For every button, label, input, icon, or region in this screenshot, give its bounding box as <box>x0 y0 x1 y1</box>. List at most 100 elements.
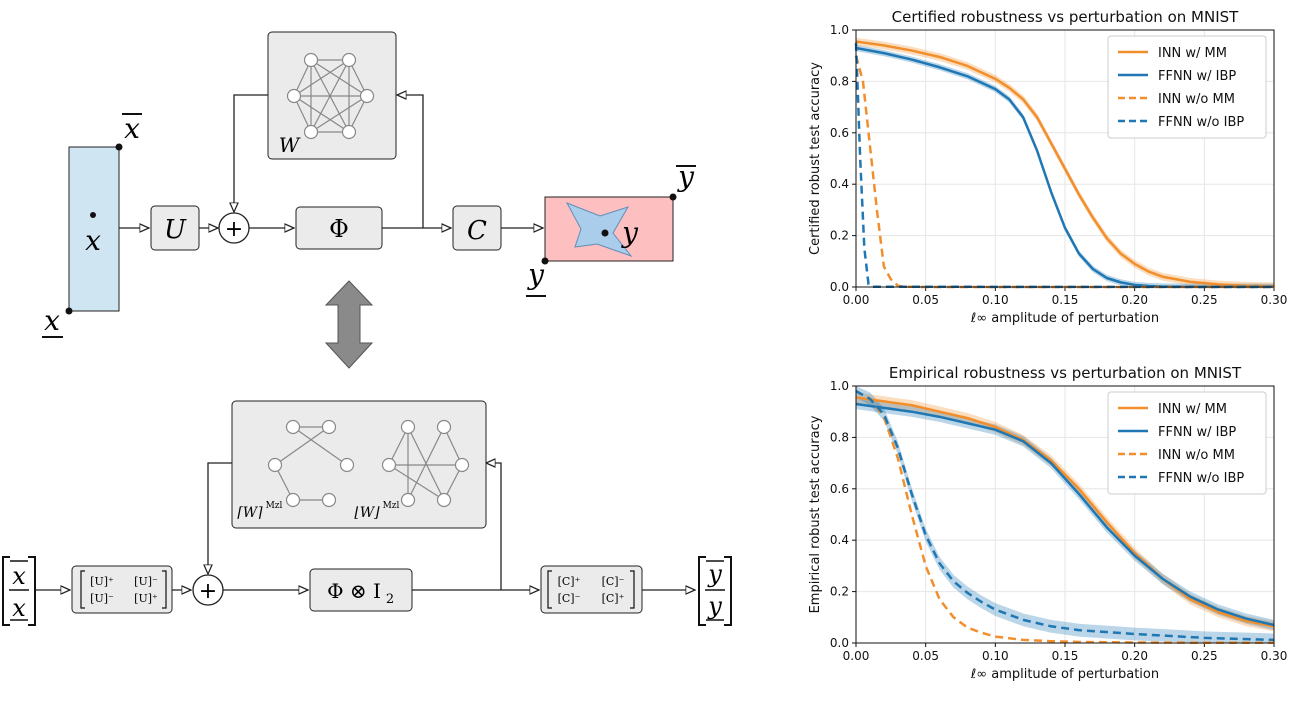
phi-kron-label: Φ ⊗ I <box>327 579 381 603</box>
feedback-W-to-sum <box>234 94 268 212</box>
feedback-to-W <box>397 95 424 228</box>
x-tick-label: 0.20 <box>1121 649 1148 663</box>
feedback-to-Wbounds <box>486 463 502 590</box>
certified-robustness-chart: Certified robustness vs perturbation on … <box>808 8 1288 326</box>
y-tick-label: 0.2 <box>830 585 849 599</box>
legend-label: INN w/ MM <box>1158 46 1227 61</box>
U-label: U <box>164 215 187 245</box>
legend-label: INN w/o MM <box>1158 448 1235 463</box>
block-diagram: x x x U + Φ C W y y y <box>2 31 732 626</box>
x-tick-label: 0.10 <box>982 293 1009 307</box>
y-tick-label: 1.0 <box>830 23 849 37</box>
sum-plus-top: + <box>225 217 243 242</box>
x-axis-label: ℓ∞ amplitude of perturbation <box>970 667 1159 682</box>
legend-box <box>1107 35 1267 139</box>
y-upper-label: y <box>676 160 695 193</box>
x-tick-label: 0.30 <box>1261 649 1288 663</box>
y-tick-label: 0.4 <box>830 177 849 191</box>
x-center-point <box>90 212 96 218</box>
legend-label: INN w/ MM <box>1158 402 1227 417</box>
W-floor-label: ⌊W⌋ <box>354 505 380 521</box>
y-tick-label: 0.6 <box>830 126 849 140</box>
C-m11: [C]⁺ <box>558 575 581 588</box>
C-matrix-brackets <box>547 570 635 609</box>
C-m21: [C]⁻ <box>558 592 581 605</box>
C-m12: [C]⁻ <box>602 575 625 588</box>
chart-title: Certified robustness vs perturbation on … <box>892 8 1239 26</box>
y-axis-label: Certified robust test accuracy <box>808 62 823 255</box>
x-upper-label: x <box>124 112 140 145</box>
x-tick-label: 0.30 <box>1261 293 1288 307</box>
y-tick-label: 0.0 <box>830 280 849 294</box>
reachable-set-shape <box>565 202 633 258</box>
y-upper-point <box>669 193 677 201</box>
W-ceil-sup: Mzl <box>266 501 283 511</box>
x-vector <box>2 556 36 626</box>
plot-frame <box>855 29 1275 288</box>
W-ceil-label: ⌈W⌉ <box>237 505 263 521</box>
plot-frame <box>855 385 1275 644</box>
empirical-robustness-chart: Empirical robustness vs perturbation on … <box>808 364 1288 682</box>
x-tick-label: 0.10 <box>982 649 1009 663</box>
y-tick-label: 0.8 <box>830 74 849 88</box>
W-ceil-graph <box>267 419 355 508</box>
input-interval-box <box>68 146 120 312</box>
y-lower-point <box>541 257 549 265</box>
y-lower-label: y <box>526 258 545 291</box>
legend-label: FFNN w/o IBP <box>1158 115 1244 130</box>
U-m12: [U]⁻ <box>134 575 158 588</box>
series-line <box>855 402 1275 627</box>
x-upper-point <box>115 143 123 151</box>
W-floor-graph <box>381 419 470 508</box>
chart-title: Empirical robustness vs perturbation on … <box>889 364 1242 382</box>
C-matrix-block <box>540 565 643 614</box>
x-tick-label: 0.15 <box>1052 649 1079 663</box>
y-tick-label: 0.8 <box>830 430 849 444</box>
y-vector-num: y <box>707 560 722 588</box>
series-line <box>855 40 1275 288</box>
U-matrix-brackets <box>80 570 167 609</box>
phi-kron-sub: 2 <box>386 592 394 607</box>
series-line <box>855 390 1275 642</box>
y-point <box>601 229 609 237</box>
x-tick-label: 0.00 <box>843 649 870 663</box>
y-label: y <box>620 216 639 249</box>
U-m22: [U]⁺ <box>134 592 158 605</box>
series-line <box>855 390 1274 644</box>
y-vector-den: y <box>707 592 722 620</box>
y-tick-label: 0.6 <box>830 482 849 496</box>
y-tick-label: 0.0 <box>830 636 849 650</box>
C-label: C <box>467 216 487 246</box>
y-vector <box>698 556 732 626</box>
x-lower-label: x <box>44 304 60 337</box>
C-m22: [C]⁺ <box>602 592 625 605</box>
feedback-Wbounds-to-sum <box>208 462 232 574</box>
legend-label: FFNN w/o IBP <box>1158 471 1244 486</box>
x-tick-label: 0.20 <box>1121 293 1148 307</box>
x-lower-point <box>65 307 73 315</box>
legend-label: INN w/o MM <box>1158 92 1235 107</box>
equivalence-arrow <box>324 280 374 369</box>
x-tick-label: 0.25 <box>1191 293 1218 307</box>
y-axis-label: Empirical robust test accuracy <box>808 415 823 613</box>
series-line <box>855 396 1275 628</box>
phi-label-top: Φ <box>329 215 349 243</box>
x-vector-num: x <box>12 562 26 590</box>
W-label: W <box>279 133 301 157</box>
U-m21: [U]⁻ <box>90 592 114 605</box>
x-tick-label: 0.15 <box>1052 293 1079 307</box>
x-label: x <box>85 224 101 257</box>
legend-label: FFNN w/ IBP <box>1158 69 1236 84</box>
y-tick-label: 1.0 <box>830 379 849 393</box>
x-tick-label: 0.05 <box>912 293 939 307</box>
U-m11: [U]⁺ <box>90 575 114 588</box>
x-tick-label: 0.05 <box>912 649 939 663</box>
x-tick-label: 0.25 <box>1191 649 1218 663</box>
y-tick-label: 0.4 <box>830 533 849 547</box>
W-floor-sup: Mzl <box>383 501 400 511</box>
y-tick-label: 0.2 <box>830 229 849 243</box>
x-vector-den: x <box>12 594 26 622</box>
x-tick-label: 0.00 <box>843 293 870 307</box>
legend-label: FFNN w/ IBP <box>1158 425 1236 440</box>
W-graph <box>286 52 375 140</box>
